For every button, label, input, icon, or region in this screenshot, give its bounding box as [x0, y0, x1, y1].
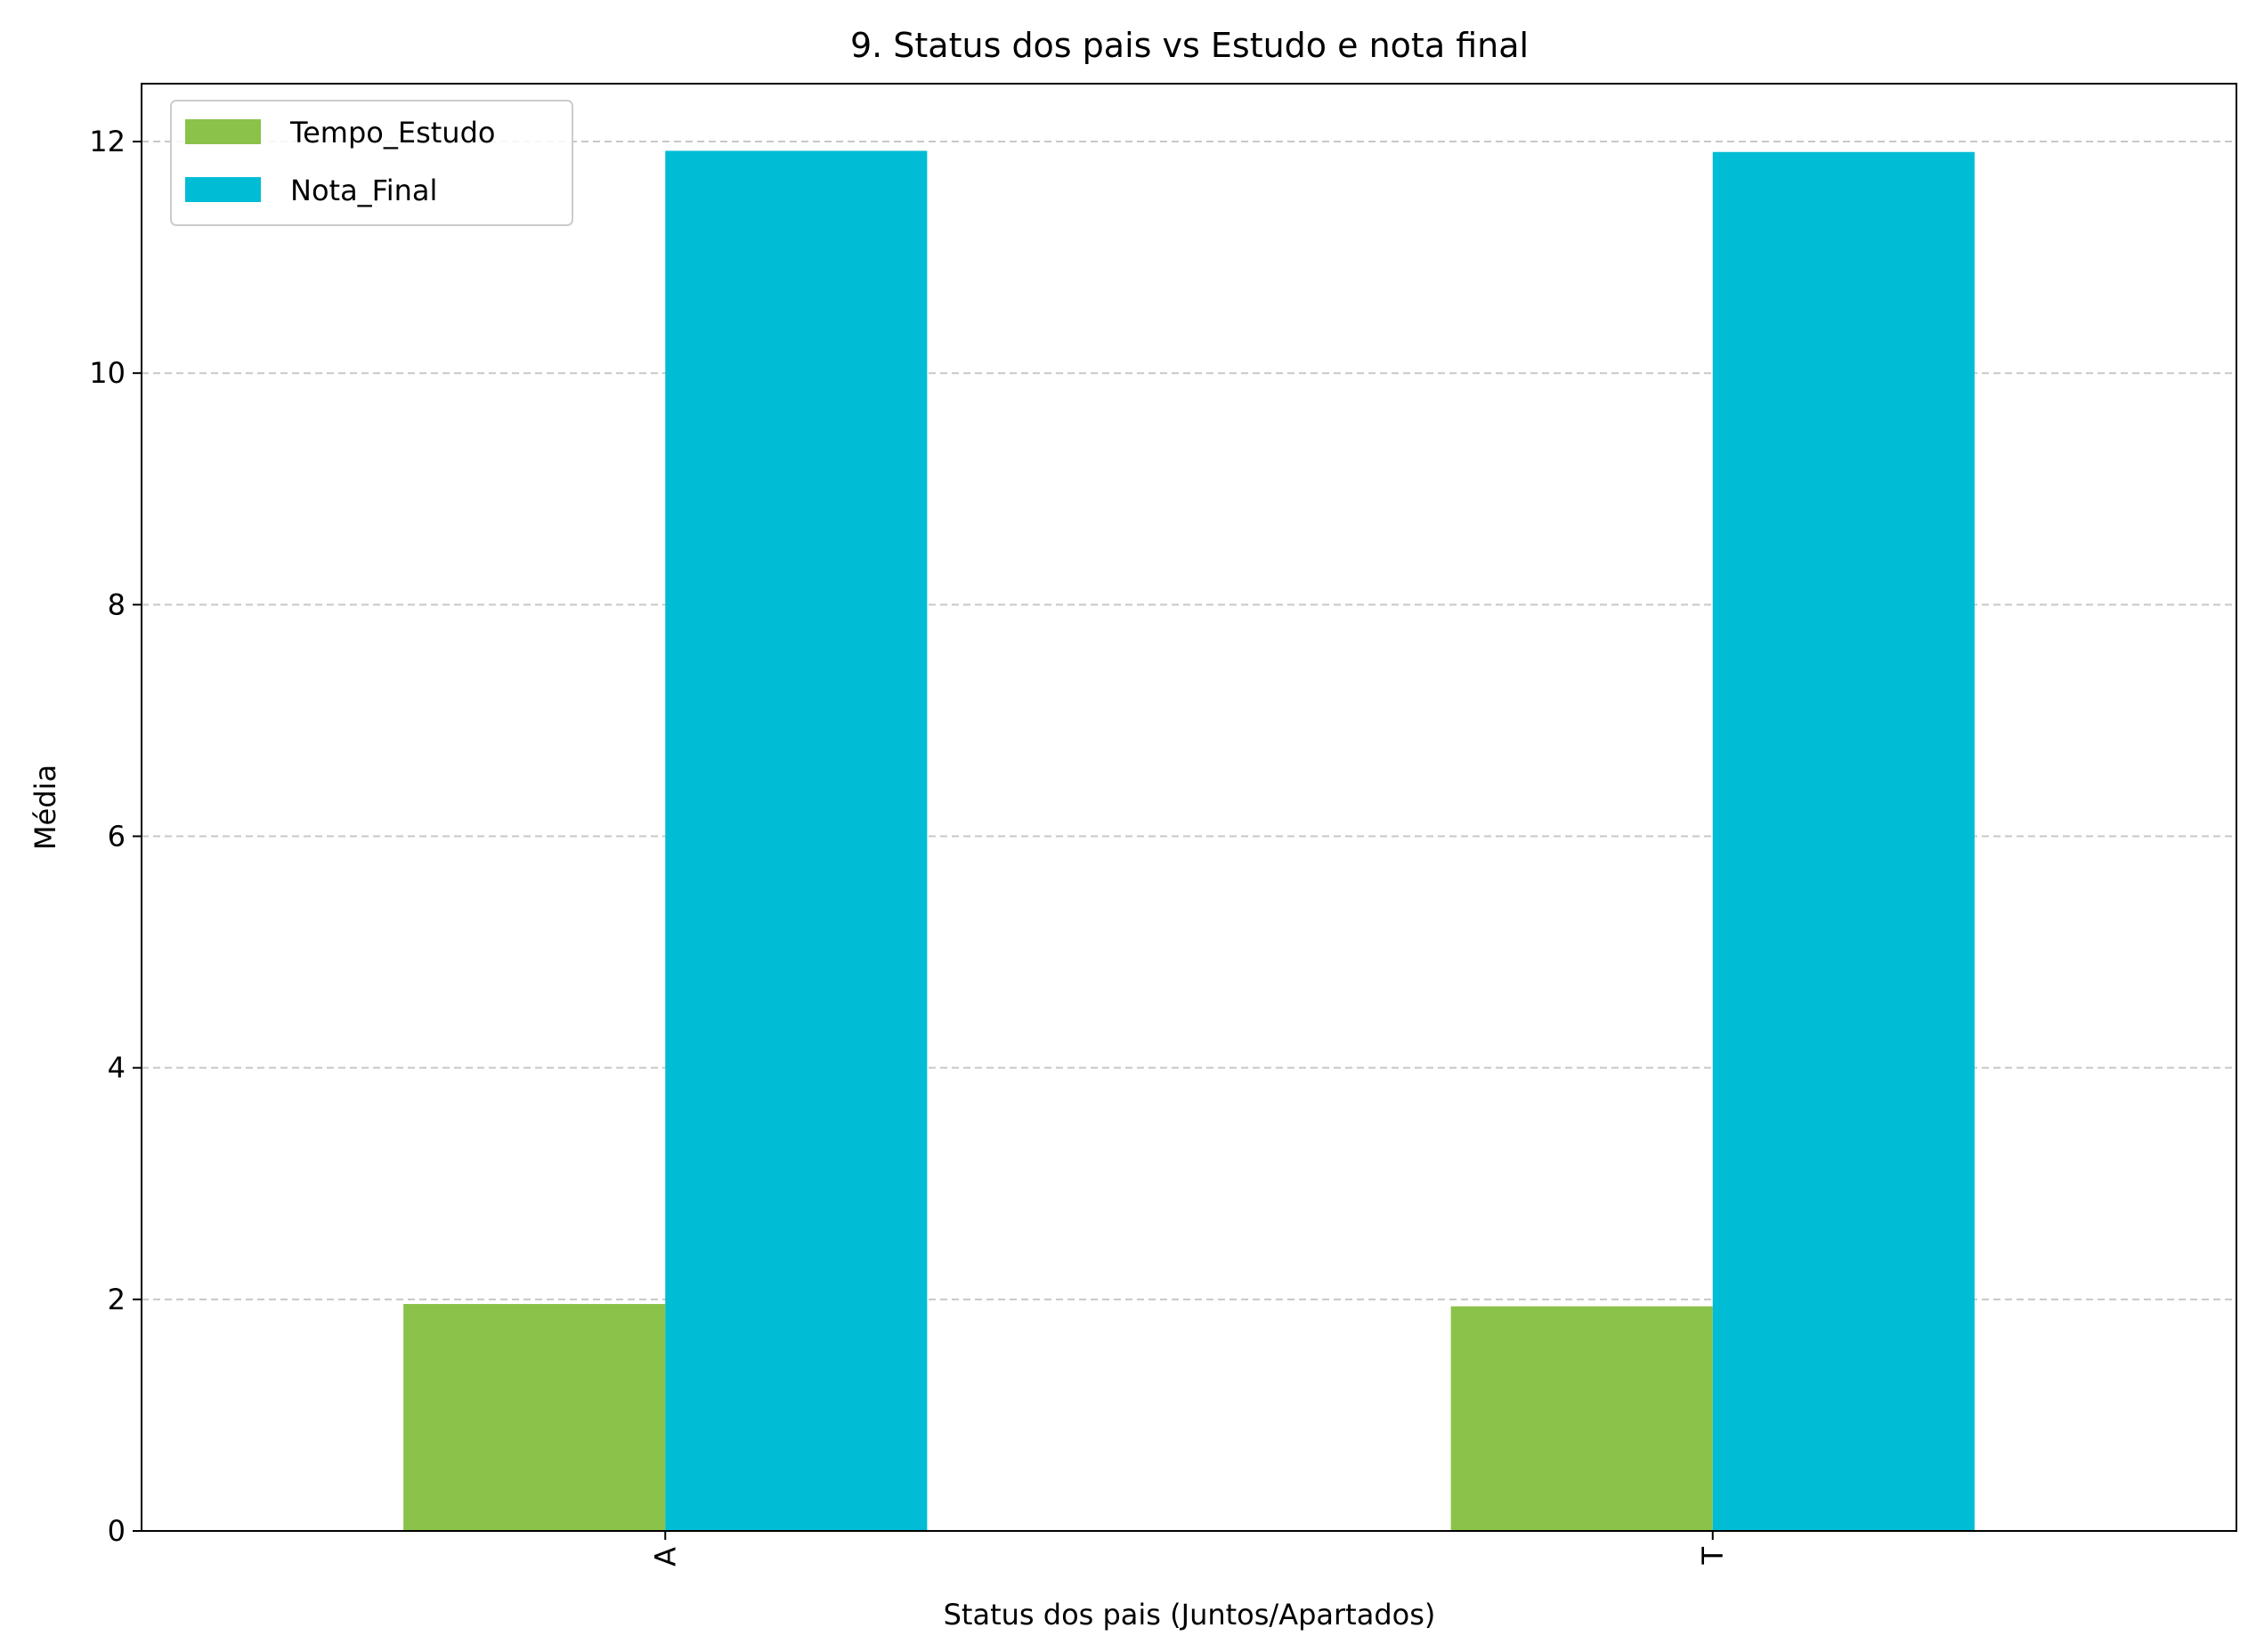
bar-Nota_Final-A — [665, 150, 928, 1531]
legend: Tempo_Estudo Nota_Final — [170, 100, 573, 226]
chart-title: 9. Status dos pais vs Estudo e nota fina… — [850, 26, 1529, 65]
legend-swatch-Nota_Final — [185, 177, 261, 202]
legend-swatch-Tempo_Estudo — [185, 119, 261, 144]
y-tick-label-6: 12 — [89, 125, 126, 158]
bar-Tempo_Estudo-T — [1450, 1306, 1713, 1531]
x-axis-label: Status dos pais (Juntos/Apartados) — [944, 1598, 1436, 1632]
bar-Nota_Final-T — [1712, 151, 1975, 1531]
y-axis-label: Média — [28, 765, 62, 850]
legend-box — [170, 100, 573, 226]
y-tick-label-0: 0 — [108, 1514, 126, 1548]
legend-label-Nota_Final: Nota_Final — [290, 174, 437, 207]
bars — [403, 150, 1975, 1531]
y-tick-label-4: 8 — [108, 587, 126, 621]
y-tick-label-1: 2 — [108, 1283, 126, 1316]
x-tick-label-0: A — [648, 1547, 682, 1567]
y-tick-label-3: 6 — [108, 820, 126, 854]
x-tick-label-1: T — [1696, 1547, 1730, 1566]
y-axis-ticks: 0 2 4 6 8 10 12 — [89, 125, 142, 1548]
y-tick-label-5: 10 — [89, 356, 126, 390]
legend-label-Tempo_Estudo: Tempo_Estudo — [289, 116, 495, 150]
bar-Tempo_Estudo-A — [403, 1304, 666, 1531]
y-tick-label-2: 4 — [108, 1051, 126, 1085]
plot-frame — [141, 83, 2237, 1532]
